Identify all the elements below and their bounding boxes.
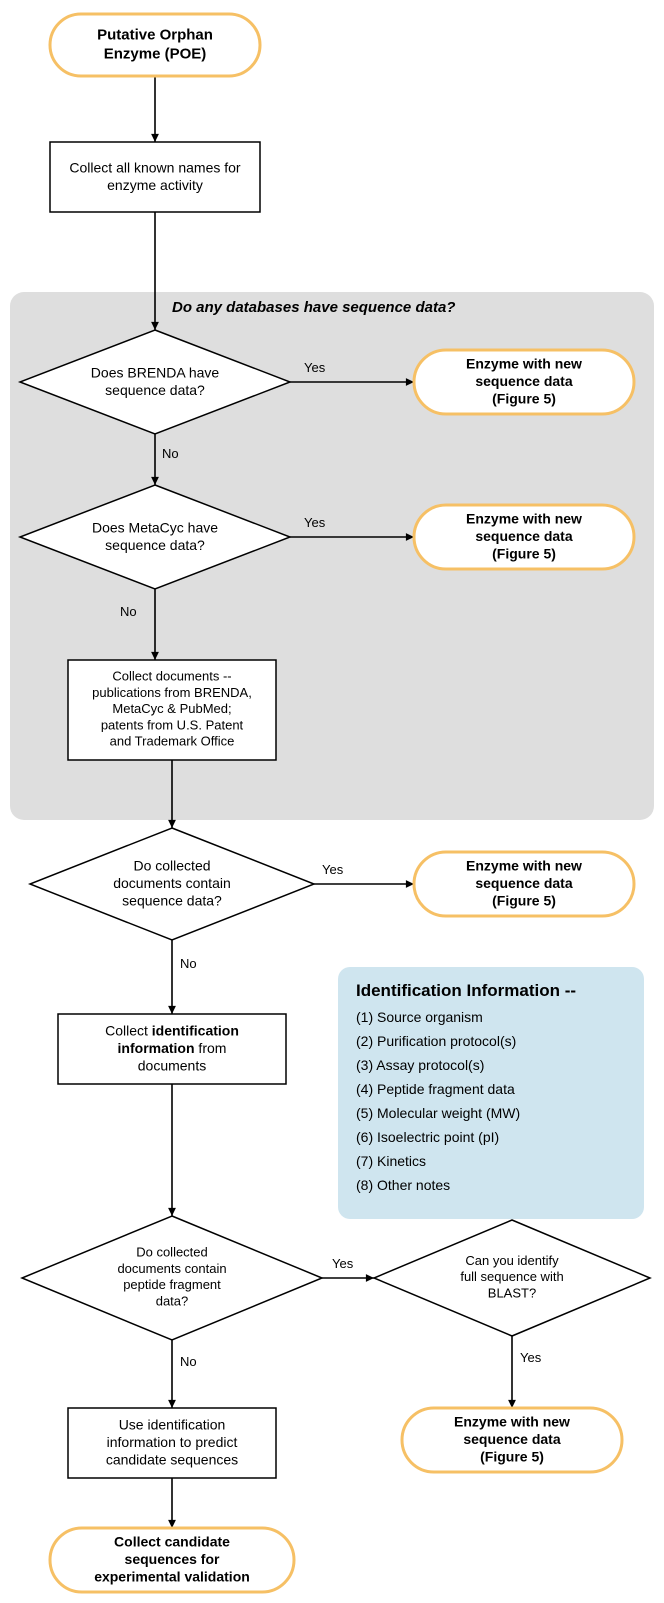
svg-text:(2) Purification protocol(s): (2) Purification protocol(s) bbox=[356, 1033, 516, 1049]
svg-text:Identification Information --: Identification Information -- bbox=[356, 981, 576, 1000]
svg-text:Use identificationinformation: Use identificationinformation to predict… bbox=[106, 1416, 238, 1467]
svg-text:No: No bbox=[180, 1354, 197, 1369]
svg-text:Do any databases have sequence: Do any databases have sequence data? bbox=[172, 299, 455, 316]
svg-text:Yes: Yes bbox=[304, 515, 326, 530]
svg-text:Collect documents --publicatio: Collect documents --publications from BR… bbox=[92, 669, 252, 749]
svg-text:Does BRENDA havesequence data?: Does BRENDA havesequence data? bbox=[91, 364, 220, 398]
svg-text:(4) Peptide fragment data: (4) Peptide fragment data bbox=[356, 1081, 515, 1097]
svg-text:No: No bbox=[162, 446, 179, 461]
svg-text:Yes: Yes bbox=[322, 862, 344, 877]
svg-text:Yes: Yes bbox=[520, 1350, 542, 1365]
svg-text:Yes: Yes bbox=[304, 360, 326, 375]
svg-text:Yes: Yes bbox=[332, 1256, 354, 1271]
svg-text:No: No bbox=[120, 604, 137, 619]
svg-text:(8) Other notes: (8) Other notes bbox=[356, 1177, 450, 1193]
svg-text:(3) Assay protocol(s): (3) Assay protocol(s) bbox=[356, 1057, 484, 1073]
svg-text:(7) Kinetics: (7) Kinetics bbox=[356, 1153, 426, 1169]
svg-text:(1) Source organism: (1) Source organism bbox=[356, 1009, 483, 1025]
svg-text:(6) Isoelectric point (pI): (6) Isoelectric point (pI) bbox=[356, 1129, 499, 1145]
svg-text:(5) Molecular weight (MW): (5) Molecular weight (MW) bbox=[356, 1105, 520, 1121]
svg-text:Putative OrphanEnzyme (POE): Putative OrphanEnzyme (POE) bbox=[97, 27, 213, 63]
flowchart-svg: Yes No Yes No Yes No Yes No Yes Putative OrphanEn… bbox=[0, 0, 664, 1603]
svg-text:Does MetaCyc havesequence data: Does MetaCyc havesequence data? bbox=[92, 519, 218, 553]
svg-text:No: No bbox=[180, 956, 197, 971]
